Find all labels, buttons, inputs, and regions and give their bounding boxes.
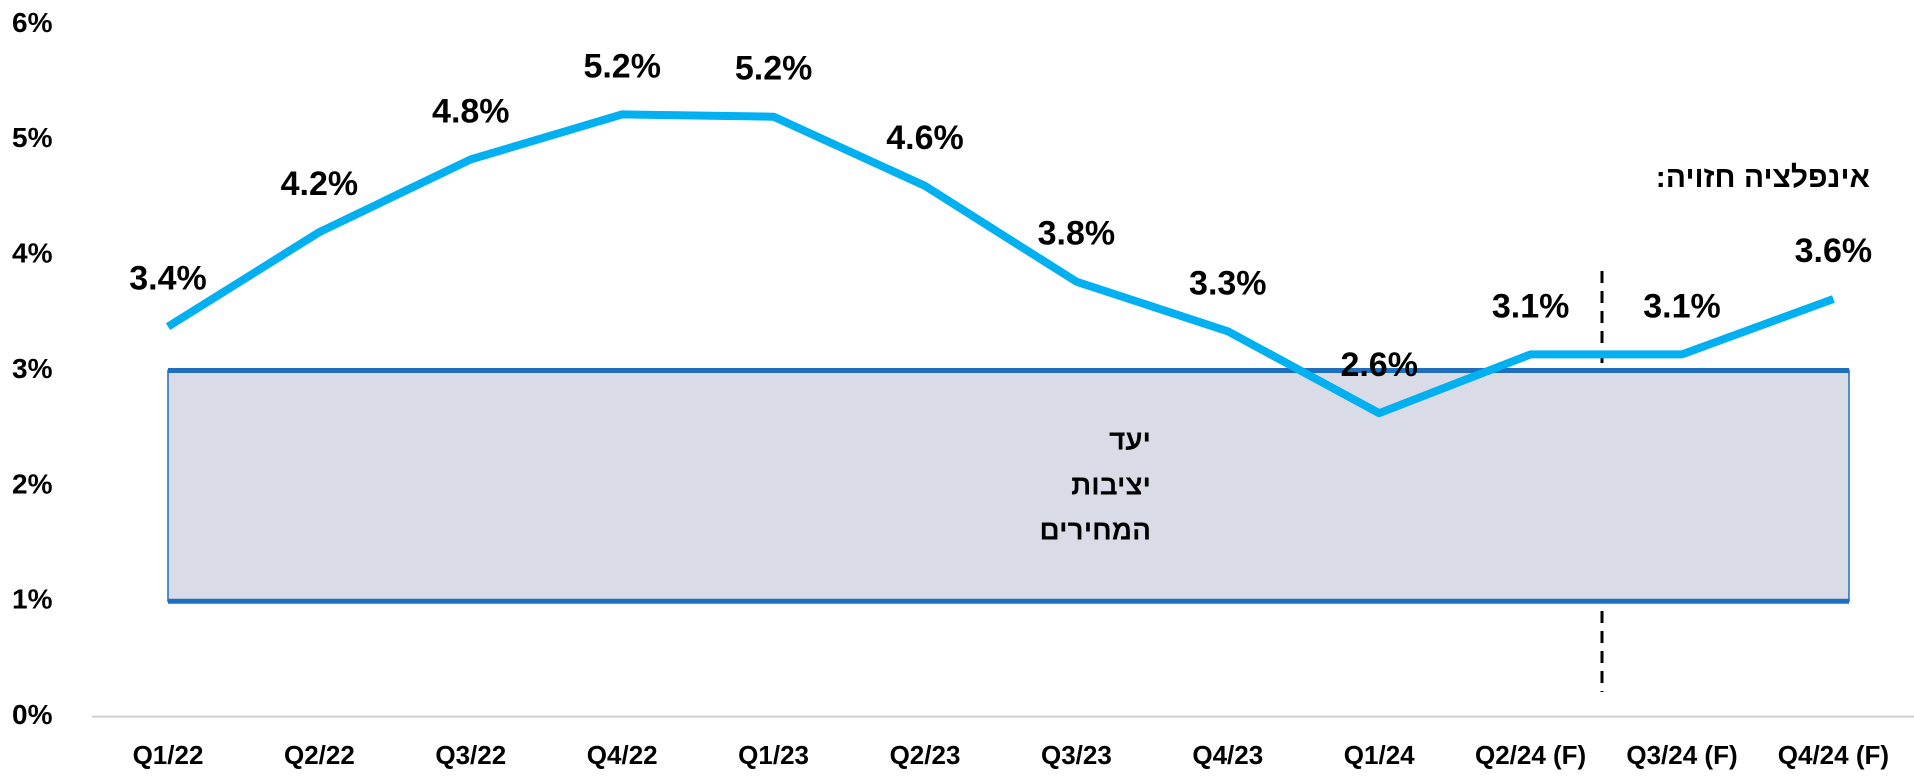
x-tick-label: Q4/22 xyxy=(587,740,658,770)
y-tick-label: 5% xyxy=(12,122,53,153)
inflation-line xyxy=(165,110,1835,418)
x-tick-label: Q3/23 xyxy=(1041,740,1112,770)
x-tick-label: Q3/22 xyxy=(435,740,506,770)
x-tick-label: Q2/22 xyxy=(284,740,355,770)
data-label: 3.6% xyxy=(1795,232,1873,270)
data-label: 5.2% xyxy=(583,47,661,85)
y-tick-label: 6% xyxy=(12,7,53,38)
x-tick-label: Q1/24 xyxy=(1344,740,1415,770)
target-label: יעד xyxy=(1109,424,1151,455)
y-tick-label: 3% xyxy=(12,353,53,384)
data-label: 2.6% xyxy=(1340,346,1418,384)
y-tick-label: 2% xyxy=(12,468,53,499)
x-tick-label: Q1/23 xyxy=(738,740,809,770)
x-tick-label: Q4/23 xyxy=(1192,740,1263,770)
target-label: המחירים xyxy=(1040,514,1152,545)
data-label: 3.1% xyxy=(1643,287,1721,325)
forecast-annotation: אינפלציה חזויה: xyxy=(1656,161,1870,194)
x-tick-label: Q4/24 (F) xyxy=(1778,740,1889,770)
y-tick-label: 4% xyxy=(12,238,53,269)
x-tick-label: Q2/23 xyxy=(890,740,961,770)
data-label: 3.4% xyxy=(129,260,207,298)
target-band xyxy=(167,369,1850,602)
data-label: 4.6% xyxy=(886,119,964,157)
x-tick-label: Q2/24 (F) xyxy=(1475,740,1586,770)
target-label: יציבות xyxy=(1071,469,1151,500)
data-label: 3.1% xyxy=(1492,287,1570,325)
data-label: 4.2% xyxy=(281,165,359,203)
y-tick-label: 1% xyxy=(12,584,53,615)
data-label: 3.3% xyxy=(1189,264,1267,302)
data-label: 3.8% xyxy=(1038,215,1116,253)
x-tick-label: Q3/24 (F) xyxy=(1626,740,1737,770)
y-tick-label: 0% xyxy=(12,699,53,730)
data-label: 4.8% xyxy=(432,92,510,130)
data-label: 5.2% xyxy=(735,50,813,88)
x-tick-label: Q1/22 xyxy=(133,740,204,770)
